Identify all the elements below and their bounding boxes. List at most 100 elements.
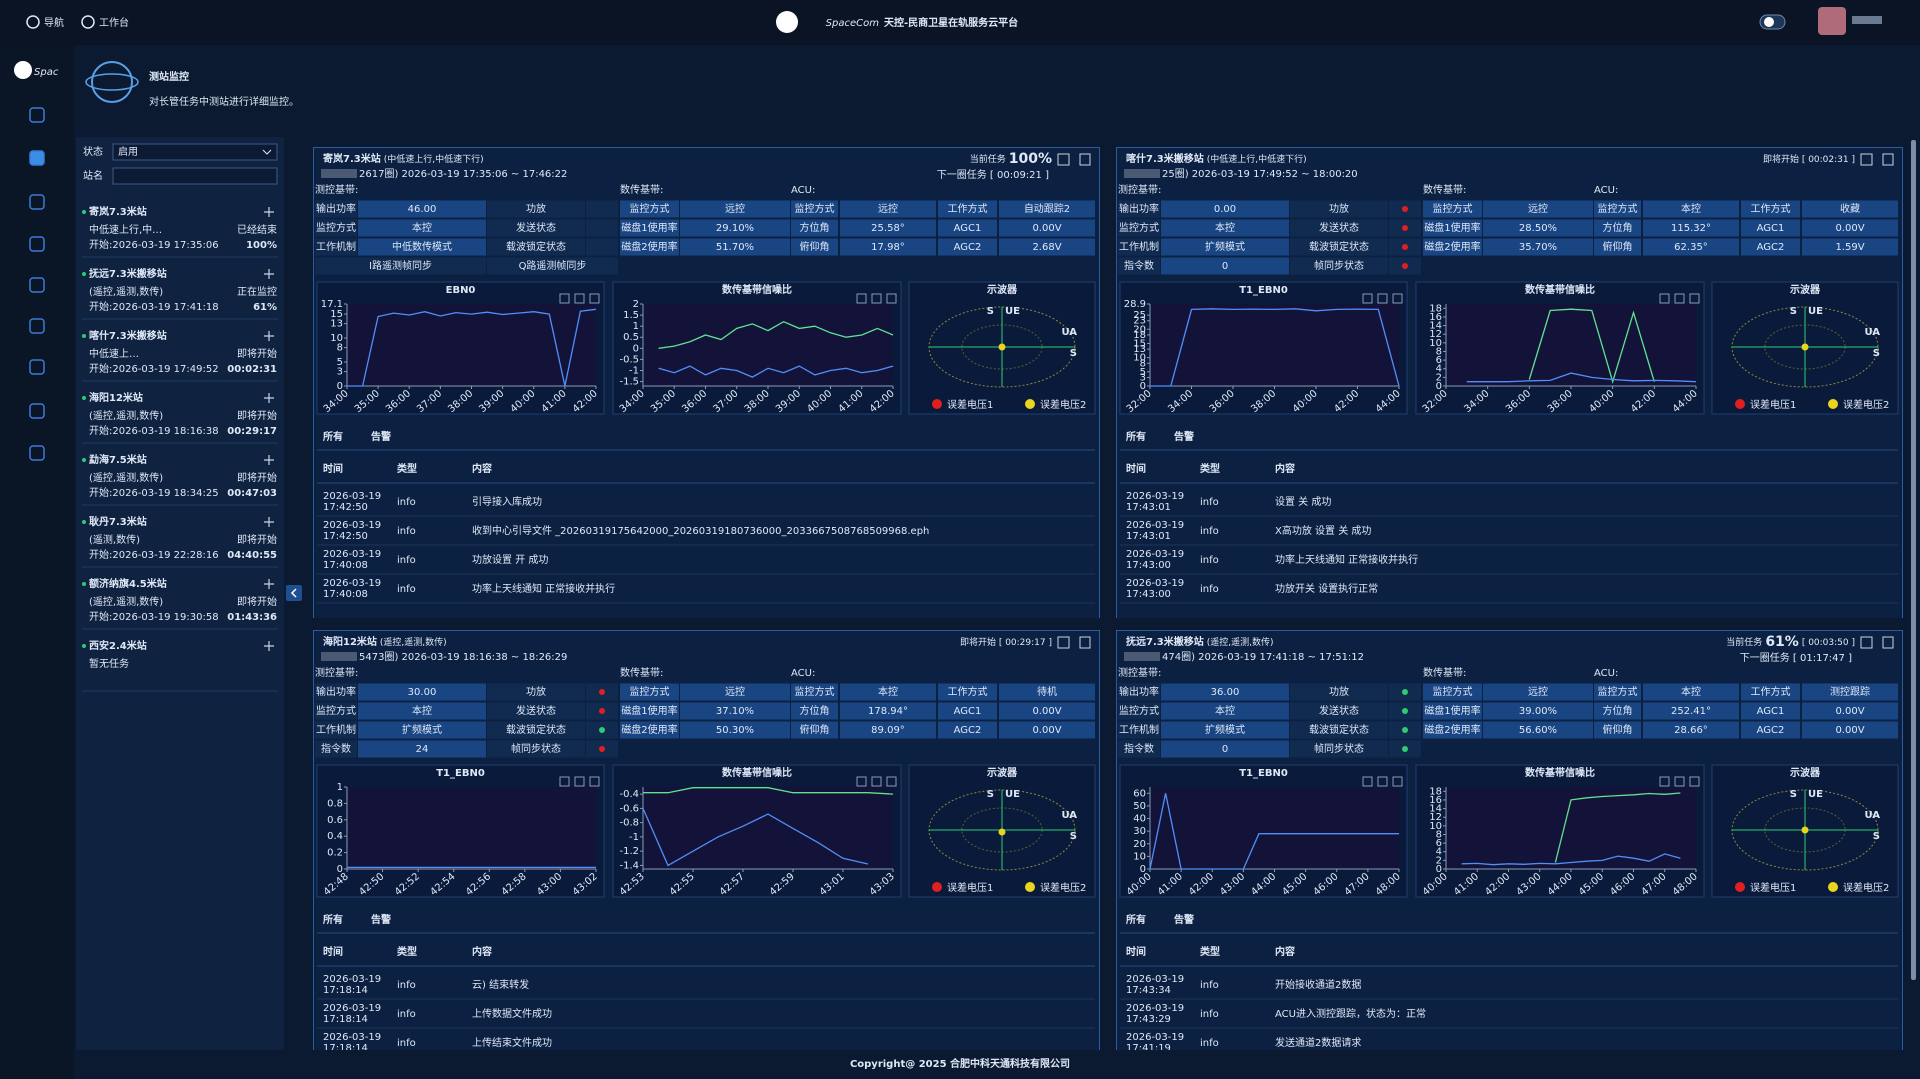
chart-tool-icon[interactable]: [1362, 293, 1373, 304]
station-name[interactable]: 耿丹7.3米站: [89, 515, 147, 528]
field-cell: [487, 238, 585, 256]
station-name[interactable]: 寄岚7.3米站: [89, 205, 147, 218]
chart-tool-icon[interactable]: [886, 776, 897, 787]
station-name[interactable]: 海阳12米站: [89, 391, 143, 404]
status-select[interactable]: [112, 143, 278, 161]
plot-area: [1150, 787, 1399, 869]
field-text: 载波锁定状态: [1309, 240, 1369, 253]
log-tab[interactable]: 所有: [1126, 913, 1146, 926]
log-date: 2026-03-19: [1126, 1032, 1184, 1043]
station-name[interactable]: 额济纳旗4.5米站: [89, 577, 167, 590]
chart-tool-icon[interactable]: [856, 293, 867, 304]
log-tab[interactable]: 告警: [1174, 913, 1194, 926]
panel-title: 寄岚7.3米站 (中低速上行,中低速下行): [323, 152, 484, 165]
chart-tool-icon[interactable]: [559, 293, 570, 304]
chart-title: 示波器: [987, 766, 1018, 779]
station-status: 正在监控: [237, 285, 277, 298]
log-tab[interactable]: 所有: [323, 913, 343, 926]
chart-tool-icon[interactable]: [1392, 293, 1403, 304]
chart-tool-icon[interactable]: [1377, 776, 1388, 787]
chart-tool-icon[interactable]: [574, 776, 585, 787]
sidebar-icon[interactable]: [29, 318, 45, 334]
name-input[interactable]: [112, 167, 278, 185]
field-text: 监控方式: [1119, 704, 1159, 717]
station-add[interactable]: [264, 331, 274, 341]
log-tab[interactable]: 告警: [371, 913, 391, 926]
station-add[interactable]: [264, 455, 274, 465]
chart-tool-icon[interactable]: [1362, 776, 1373, 787]
sidebar-icon[interactable]: [29, 194, 45, 210]
station-add[interactable]: [264, 269, 274, 279]
fullscreen-button[interactable]: [1860, 153, 1873, 166]
field-text: 39.00%: [1519, 706, 1557, 717]
chart-tool-icon[interactable]: [1392, 776, 1403, 787]
workbench-link[interactable]: 工作台: [99, 16, 129, 29]
delete-button[interactable]: [1079, 153, 1091, 166]
fullscreen-button[interactable]: [1057, 636, 1070, 649]
chart-tool-icon[interactable]: [856, 776, 867, 787]
station-value: 00:02:31: [227, 364, 277, 375]
nav-link[interactable]: 导航: [44, 16, 64, 29]
station-add[interactable]: [264, 641, 274, 651]
sidebar-icon[interactable]: [29, 359, 45, 375]
field-text: 28.50%: [1519, 223, 1557, 234]
chart-tool-icon[interactable]: [1689, 776, 1700, 787]
station-name[interactable]: 勐海7.5米站: [89, 453, 147, 466]
chart-tool-icon[interactable]: [1674, 293, 1685, 304]
station-bullet: [82, 520, 86, 524]
field-text: 磁盘2使用率: [621, 723, 677, 736]
collapse-button[interactable]: [286, 585, 302, 601]
chart-tool-icon[interactable]: [574, 293, 585, 304]
y-tick-label: 4: [1436, 847, 1442, 858]
station-bullet: [82, 644, 86, 648]
chart-tool-icon[interactable]: [871, 293, 882, 304]
field-text: 本控: [878, 685, 898, 698]
field-cell: [487, 740, 585, 758]
fullscreen-button[interactable]: [1860, 636, 1873, 649]
chart-tool-icon[interactable]: [1659, 293, 1670, 304]
station-value: 01:43:36: [227, 612, 277, 623]
chart-tool-icon[interactable]: [589, 293, 600, 304]
field-text: 方位角: [1603, 704, 1633, 717]
field-cell: [840, 702, 936, 720]
chart-tool-icon[interactable]: [886, 293, 897, 304]
y-tick-label: 40: [1133, 814, 1146, 825]
station-name[interactable]: 西安2.4米站: [89, 639, 147, 652]
field-cell: [840, 721, 936, 739]
legend-label: 误差电压2: [1843, 398, 1889, 411]
log-tab[interactable]: 告警: [371, 430, 391, 443]
log-tab[interactable]: 所有: [323, 430, 343, 443]
chart-tool-icon[interactable]: [559, 776, 570, 787]
delete-button[interactable]: [1882, 636, 1894, 649]
station-add[interactable]: [264, 579, 274, 589]
sidebar-icon[interactable]: [29, 277, 45, 293]
sidebar-icon[interactable]: [29, 236, 45, 252]
chart-tool-icon[interactable]: [589, 776, 600, 787]
sidebar-icon[interactable]: [29, 445, 45, 461]
chart-tool-icon[interactable]: [1377, 293, 1388, 304]
sidebar-icon[interactable]: [29, 107, 45, 123]
delete-button[interactable]: [1079, 636, 1091, 649]
chart-tool-icon[interactable]: [1674, 776, 1685, 787]
log-tab[interactable]: 所有: [1126, 430, 1146, 443]
field-text: 远控: [1528, 685, 1548, 698]
delete-button[interactable]: [1882, 153, 1894, 166]
station-name[interactable]: 喀什7.3米搬移站: [89, 329, 167, 342]
avatar[interactable]: [1818, 7, 1846, 35]
log-tab[interactable]: 告警: [1174, 430, 1194, 443]
chart-tool-icon[interactable]: [871, 776, 882, 787]
sidebar-icon[interactable]: [29, 403, 45, 419]
sidebar: [0, 45, 74, 1079]
log-date: 2026-03-19: [1126, 578, 1184, 589]
station-add[interactable]: [264, 517, 274, 527]
chart-tool-icon[interactable]: [1689, 293, 1700, 304]
chart-tool-icon[interactable]: [1659, 776, 1670, 787]
field-cell: [315, 200, 357, 218]
field-cell: [1290, 702, 1388, 720]
fullscreen-button[interactable]: [1057, 153, 1070, 166]
y-tick-label: 4: [1436, 364, 1442, 375]
station-name[interactable]: 抚远7.3米搬移站: [89, 267, 167, 280]
sidebar-icon[interactable]: [29, 150, 45, 166]
station-add[interactable]: [264, 393, 274, 403]
station-add[interactable]: [264, 207, 274, 217]
